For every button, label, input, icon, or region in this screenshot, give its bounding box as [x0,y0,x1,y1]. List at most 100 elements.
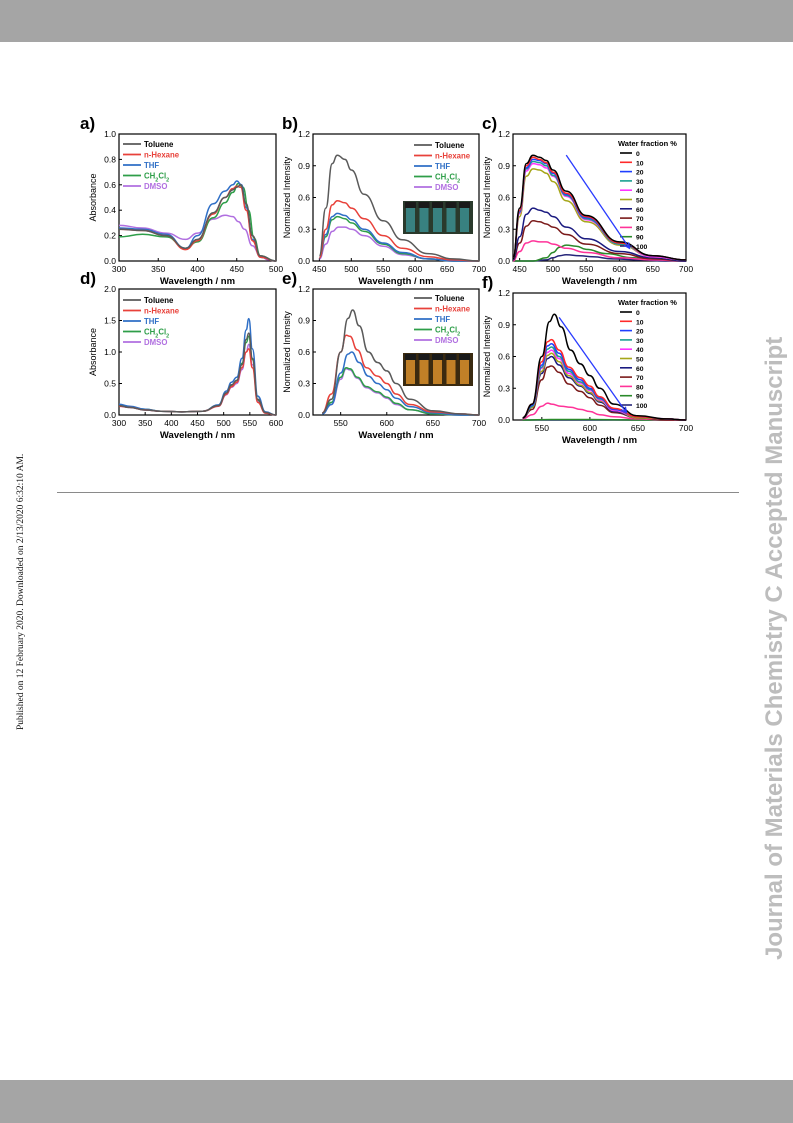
legend-label: 60 [636,366,644,373]
vial-cap [445,354,457,360]
legend-label: Toluene [435,141,465,150]
legend-label: n-Hexane [435,305,471,314]
legend-label: 70 [636,375,644,382]
legend-label: 80 [636,225,644,232]
x-tick-label: 600 [408,264,422,274]
series-line [118,214,277,262]
series-line [522,338,687,421]
y-tick-label: 0.3 [498,224,510,234]
vial-photo-inset [403,353,473,386]
x-axis-label: Wavelength / nm [358,430,433,441]
vial-body [460,208,469,232]
y-tick-label: 0.0 [498,256,510,266]
trend-arrow-head [620,406,628,414]
x-axis-label: Wavelength / nm [160,276,235,287]
series-line [118,335,277,416]
plot-frame [118,288,277,416]
vial-cap [418,202,430,208]
y-tick-label: 0.6 [104,180,116,190]
journal-watermark-text: Journal of Materials Chemistry C Accepte… [761,337,788,960]
x-tick-label: 600 [380,418,394,428]
chart-panel-2: b) 450 500 550 600 650 700 0.0 0.3 0.6 0.9 1.2 Wavel… [282,114,486,287]
vial-body [433,208,442,232]
x-tick-label: 450 [230,264,244,274]
series-line [118,184,277,262]
chart-panel-6: f)550 600 650 7000.00.30.60.91.2Wavelength … [482,273,693,446]
y-tick-label: 0.0 [298,410,310,420]
vial-cap [405,354,416,360]
trend-arrow-line [558,316,627,413]
y-tick-label: 0.6 [498,193,510,203]
y-axis-label: Absorbance [88,328,98,376]
vial-body [433,360,442,384]
series-line [118,185,277,262]
vial-photo-inset [403,201,473,234]
x-tick-label: 600 [612,264,626,274]
legend-label: Toluene [144,140,174,149]
panel-label: b) [282,114,298,133]
journal-watermark: Journal of Materials Chemistry C Accepte… [752,150,792,970]
vial-body [446,208,456,232]
series-line [118,182,277,262]
legend-label: Toluene [144,296,174,305]
legend-label: 50 [636,198,644,205]
vial-body [419,360,429,384]
y-tick-label: 2.0 [104,284,116,294]
series-line [512,220,687,262]
series-line [522,349,687,421]
x-tick-label: 450 [312,264,326,274]
y-tick-label: 0.9 [498,320,510,330]
y-tick-label: 1.2 [298,284,310,294]
x-axis-label: Wavelength / nm [562,276,637,287]
series-line [512,156,687,261]
vial-body [446,360,456,384]
vial-cap [459,354,470,360]
legend-label: n-Hexane [144,307,180,316]
x-tick-label: 550 [243,418,257,428]
y-tick-label: 0.2 [104,231,116,241]
y-axis-label: Normalized Intensity [282,156,292,238]
legend-label: 10 [636,319,644,326]
y-tick-label: 1.0 [104,347,116,357]
x-tick-label: 500 [217,418,231,428]
y-tick-label: 1.5 [104,316,116,326]
water-fraction-legend: Water fraction % 0 10 20 30 40 50 60 70 80 90 100 [618,139,677,251]
x-tick-label: 300 [112,264,126,274]
panel-label: d) [80,269,96,288]
series-line [118,332,277,416]
x-tick-label: 700 [472,264,486,274]
x-tick-label: 400 [164,418,178,428]
chart-panel-3: c)450 500 550 600 650 7000.00.30.60.91.2Wavel… [482,114,693,287]
y-tick-label: 0.0 [298,256,310,266]
y-axis-label: Absorbance [88,173,98,221]
panel-label: e) [282,269,297,288]
legend-label: 50 [636,357,644,364]
y-tick-label: 0.8 [104,154,116,164]
legend-label: THF [435,162,450,171]
water-fraction-legend: Water fraction % 0 10 20 30 40 50 60 70 80 90 100 [618,298,677,410]
y-tick-label: 0.6 [498,352,510,362]
legend-label: n-Hexane [435,152,471,161]
series-line [318,154,480,262]
legend-label: DMSO [144,182,167,191]
legend-title: Water fraction % [618,139,677,148]
x-tick-label: 350 [138,418,152,428]
x-tick-label: 350 [151,264,165,274]
x-tick-label: 550 [579,264,593,274]
vial-body [460,360,469,384]
legend-label: THF [144,161,159,170]
chart-panel-5: e) 550 600 650 700 0.0 0.3 0.6 0.9 1.2 Wavelength … [282,269,486,441]
series-line [522,346,687,421]
legend-label: DMSO [144,338,167,347]
series-line [522,352,687,421]
x-tick-label: 600 [269,418,283,428]
y-tick-label: 0.3 [298,379,310,389]
legend-label: 20 [636,170,644,177]
y-tick-label: 0.5 [104,379,116,389]
vial-cap [432,354,443,360]
series-line [512,162,687,261]
x-tick-label: 650 [440,264,454,274]
vial-body [419,208,429,232]
